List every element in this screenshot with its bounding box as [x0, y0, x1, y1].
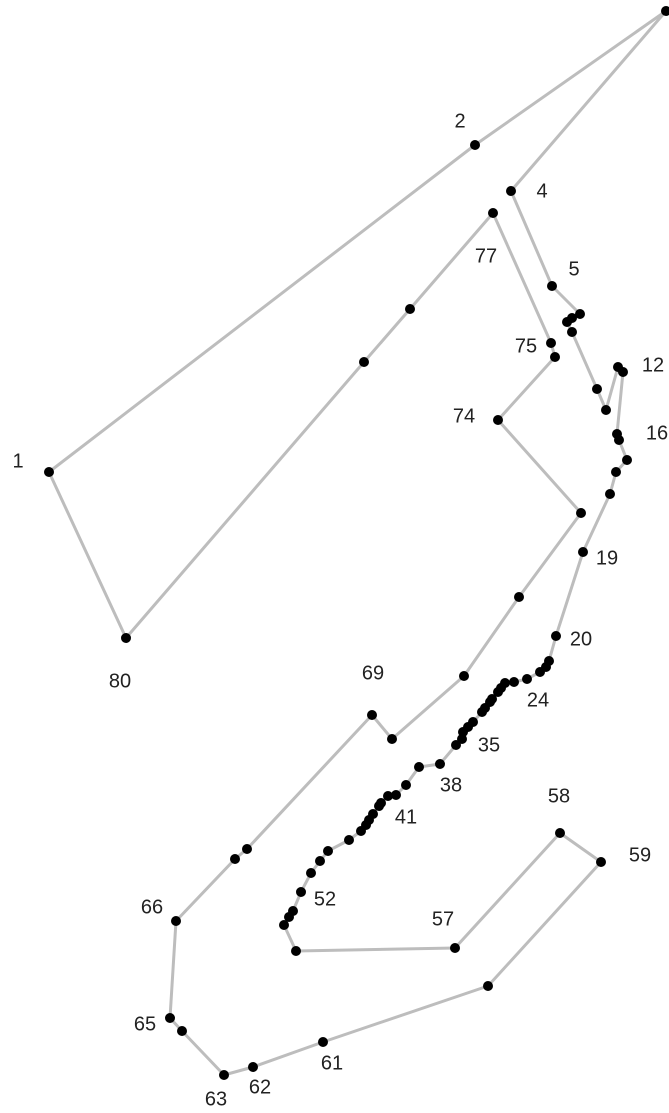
- dot-label-2: 2: [454, 110, 465, 132]
- dot-23: [535, 667, 545, 677]
- labels-layer: 1245121619202435384152575859616263656669…: [12, 110, 668, 1110]
- dot-51: [315, 856, 325, 866]
- dot-label-5: 5: [568, 258, 579, 280]
- dot-label-80: 80: [109, 670, 131, 692]
- dot-20: [551, 631, 561, 641]
- dot-label-38: 38: [440, 774, 462, 796]
- dot-71: [387, 734, 397, 744]
- dot-label-63: 63: [205, 1088, 227, 1110]
- dot-61: [483, 981, 493, 991]
- dot-label-66: 66: [141, 896, 163, 918]
- dot-76: [550, 352, 560, 362]
- dot-52: [306, 868, 316, 878]
- dot-62: [318, 1037, 328, 1047]
- dot-17: [611, 467, 621, 477]
- dot-1: [44, 467, 54, 477]
- dot-74: [576, 508, 586, 518]
- dot-81: [121, 633, 131, 643]
- dot-57: [291, 946, 301, 956]
- dot-38: [435, 759, 445, 769]
- dot-19: [578, 547, 588, 557]
- dot-53: [296, 887, 306, 897]
- dot-label-24: 24: [527, 689, 549, 711]
- dot-59: [555, 828, 565, 838]
- dots-layer: [44, 6, 669, 1080]
- dot-label-59: 59: [629, 844, 651, 866]
- dot-5: [547, 281, 557, 291]
- dot-65: [177, 1026, 187, 1036]
- dot-label-69: 69: [362, 662, 384, 684]
- dot-10: [592, 384, 602, 394]
- dot-label-35: 35: [478, 734, 500, 756]
- dot-42: [383, 791, 393, 801]
- dot-label-19: 19: [596, 547, 618, 569]
- dot-50: [323, 846, 333, 856]
- dot-label-75: 75: [515, 335, 537, 357]
- dot-73: [514, 592, 524, 602]
- dot-label-57: 57: [432, 908, 454, 930]
- dot-3: [661, 6, 669, 16]
- dot-37: [451, 740, 461, 750]
- dot-55: [284, 912, 294, 922]
- dot-label-16: 16: [646, 422, 668, 444]
- dot-68: [230, 854, 240, 864]
- dot-label-12: 12: [642, 354, 664, 376]
- dot-label-65: 65: [134, 1013, 156, 1035]
- dot-label-1: 1: [12, 450, 23, 472]
- dot-label-62: 62: [249, 1076, 271, 1098]
- dot-63: [248, 1062, 258, 1072]
- dot-64: [219, 1070, 229, 1080]
- dot-58: [450, 943, 460, 953]
- dot-label-20: 20: [570, 628, 592, 650]
- dot-label-41: 41: [395, 806, 417, 828]
- dot-69: [242, 844, 252, 854]
- dot-25: [509, 677, 519, 687]
- dot-39: [414, 762, 424, 772]
- dot-56: [279, 920, 289, 930]
- dot-16: [622, 455, 632, 465]
- dot-67: [171, 916, 181, 926]
- dot-2: [470, 140, 480, 150]
- dot-label-74: 74: [453, 405, 475, 427]
- dot-6: [575, 309, 585, 319]
- dot-24: [522, 674, 532, 684]
- dot-77: [546, 338, 556, 348]
- dot-75: [493, 415, 503, 425]
- dot-9: [567, 327, 577, 337]
- dot-80: [359, 357, 369, 367]
- dot-32: [477, 707, 487, 717]
- dot-label-52: 52: [314, 888, 336, 910]
- dot-44: [374, 801, 384, 811]
- dot-label-77: 77: [475, 245, 497, 267]
- dot-label-4: 4: [536, 180, 547, 202]
- dot-40: [401, 780, 411, 790]
- dot-13: [618, 367, 628, 377]
- dot-4: [506, 186, 516, 196]
- dot-8: [562, 317, 572, 327]
- dot-label-61: 61: [321, 1052, 343, 1074]
- dot-11: [601, 405, 611, 415]
- dot-70: [367, 710, 377, 720]
- dot-41: [391, 790, 401, 800]
- dot-78: [488, 208, 498, 218]
- dot-66: [165, 1013, 175, 1023]
- dot-72: [459, 671, 469, 681]
- dot-48: [356, 826, 366, 836]
- dot-60: [596, 857, 606, 867]
- dot-15: [614, 435, 624, 445]
- dot-79: [405, 304, 415, 314]
- dot-49: [344, 835, 354, 845]
- dot-label-58: 58: [548, 785, 570, 807]
- dot-18: [605, 489, 615, 499]
- dot-28: [493, 687, 503, 697]
